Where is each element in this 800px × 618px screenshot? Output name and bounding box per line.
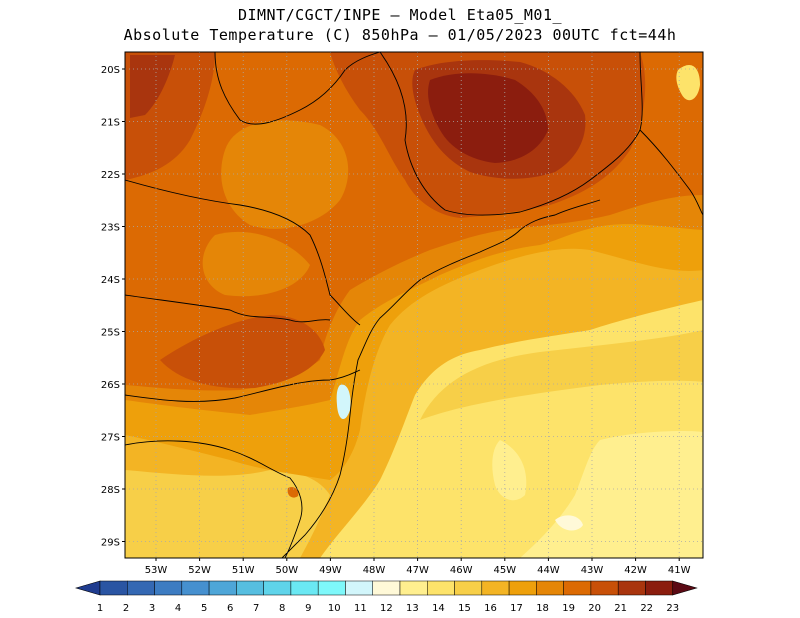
field-21-west — [130, 55, 175, 118]
colorbar-swatch — [536, 580, 564, 596]
coastline — [281, 199, 601, 558]
colorbar-label-20: 20 — [588, 603, 601, 614]
field-12 — [555, 515, 583, 531]
lon-label-51W: 51W — [232, 565, 255, 576]
colorbar: 1 2 3 4 5 6 7 8 9 10 11 12 13 14 15 16 17 18 19 20 21 22 23 — [74, 580, 698, 614]
colorbar-label-13: 13 — [406, 603, 419, 614]
colorbar-label-17: 17 — [510, 603, 523, 614]
lat-label-24S: 24S — [101, 275, 120, 286]
colorbar-swatch — [127, 580, 155, 596]
colorbar-swatch — [563, 580, 592, 596]
state-border-3 — [125, 369, 361, 402]
lon-label-50W: 50W — [275, 565, 298, 576]
colorbar-swatch — [617, 580, 646, 596]
colorbar-swatch — [263, 580, 292, 596]
colorbar-swatch — [345, 580, 373, 596]
colorbar-swatch — [236, 580, 264, 596]
colorbar-swatch — [372, 580, 401, 596]
grid — [125, 52, 703, 558]
field-19-spot — [287, 487, 299, 498]
lon-label-42W: 42W — [624, 565, 647, 576]
field-20-south — [160, 315, 325, 389]
colorbar-swatch — [590, 580, 619, 596]
colorbar-swatch — [645, 580, 673, 596]
colorbar-label-15: 15 — [458, 603, 471, 614]
lat-label-25S: 25S — [101, 328, 120, 339]
colorbar-swatch — [154, 580, 183, 596]
coastline-borders — [125, 52, 703, 558]
longitude-labels: 53W 52W 51W 50W 49W 48W 47W 46W 45W 44W 43W 42W 41W — [145, 558, 691, 576]
colorbar-label-21: 21 — [614, 603, 627, 614]
title-line-2: Absolute Temperature (C) 850hPa — 01/05/… — [123, 26, 677, 44]
state-border-2 — [125, 294, 331, 323]
lat-label-23S: 23S — [101, 223, 120, 234]
lon-label-44W: 44W — [537, 565, 560, 576]
lon-label-53W: 53W — [145, 565, 168, 576]
lon-label-47W: 47W — [406, 565, 429, 576]
colorbar-swatch — [454, 580, 483, 596]
colorbar-label-7: 7 — [253, 603, 259, 614]
lat-label-20S: 20S — [101, 65, 120, 76]
colorbar-label-2: 2 — [123, 603, 129, 614]
colorbar-label-18: 18 — [536, 603, 549, 614]
lat-label-26S: 26S — [101, 380, 120, 391]
lon-label-49W: 49W — [319, 565, 342, 576]
lon-label-45W: 45W — [493, 565, 516, 576]
temperature-field — [125, 52, 703, 558]
colorbar-label-12: 12 — [380, 603, 393, 614]
colorbar-label-8: 8 — [279, 603, 285, 614]
field-11-lagoon — [336, 384, 351, 420]
colorbar-swatch — [290, 580, 319, 596]
plot-frame — [124, 51, 704, 559]
state-border-7 — [639, 129, 703, 216]
colorbar-swatch — [181, 580, 210, 596]
colorbar-label-11: 11 — [354, 603, 367, 614]
colorbar-label-10: 10 — [328, 603, 341, 614]
colorbar-swatch — [399, 580, 428, 596]
lat-label-29S: 29S — [101, 538, 120, 549]
field-15b — [420, 330, 703, 420]
latitude-labels: 20S 21S 22S 23S 24S 25S 26S 27S 28S 29S — [101, 65, 125, 549]
colorbar-label-9: 9 — [305, 603, 311, 614]
colorbar-label-22: 22 — [640, 603, 653, 614]
lon-label-43W: 43W — [581, 565, 604, 576]
colorbar-label-1: 1 — [97, 603, 103, 614]
colorbar-swatch — [427, 580, 455, 596]
colorbar-label-16: 16 — [484, 603, 497, 614]
colorbar-swatch — [508, 580, 537, 596]
title-line-1: DIMNT/CGCT/INPE — Model Eta05_M01_ — [237, 6, 563, 24]
field-14-ne — [676, 65, 700, 101]
colorbar-label-19: 19 — [562, 603, 575, 614]
colorbar-high-arrow — [672, 580, 698, 596]
lat-label-21S: 21S — [101, 118, 120, 129]
colorbar-low-arrow — [74, 580, 101, 596]
colorbar-swatch — [481, 580, 510, 596]
field-18-pocket — [221, 120, 349, 229]
colorbar-label-3: 3 — [149, 603, 155, 614]
lat-label-27S: 27S — [101, 433, 120, 444]
lon-label-48W: 48W — [363, 565, 386, 576]
colorbar-swatch — [208, 580, 237, 596]
field-22 — [428, 73, 548, 163]
colorbar-label-4: 4 — [175, 603, 181, 614]
colorbar-swatch — [317, 580, 346, 596]
field-15 — [125, 470, 330, 558]
colorbar-label-6: 6 — [227, 603, 233, 614]
colorbar-swatch — [99, 580, 128, 596]
colorbar-label-5: 5 — [201, 603, 207, 614]
field-18-pocket2 — [202, 231, 310, 297]
lon-label-52W: 52W — [188, 565, 211, 576]
lon-label-46W: 46W — [450, 565, 473, 576]
lat-label-22S: 22S — [101, 170, 120, 181]
state-border-4 — [125, 440, 303, 558]
lon-label-41W: 41W — [668, 565, 691, 576]
colorbar-label-14: 14 — [432, 603, 445, 614]
colorbar-label-23: 23 — [666, 603, 679, 614]
state-border-1 — [125, 179, 361, 326]
lat-label-28S: 28S — [101, 485, 120, 496]
field-13 — [492, 440, 527, 501]
state-border-5 — [214, 52, 381, 125]
